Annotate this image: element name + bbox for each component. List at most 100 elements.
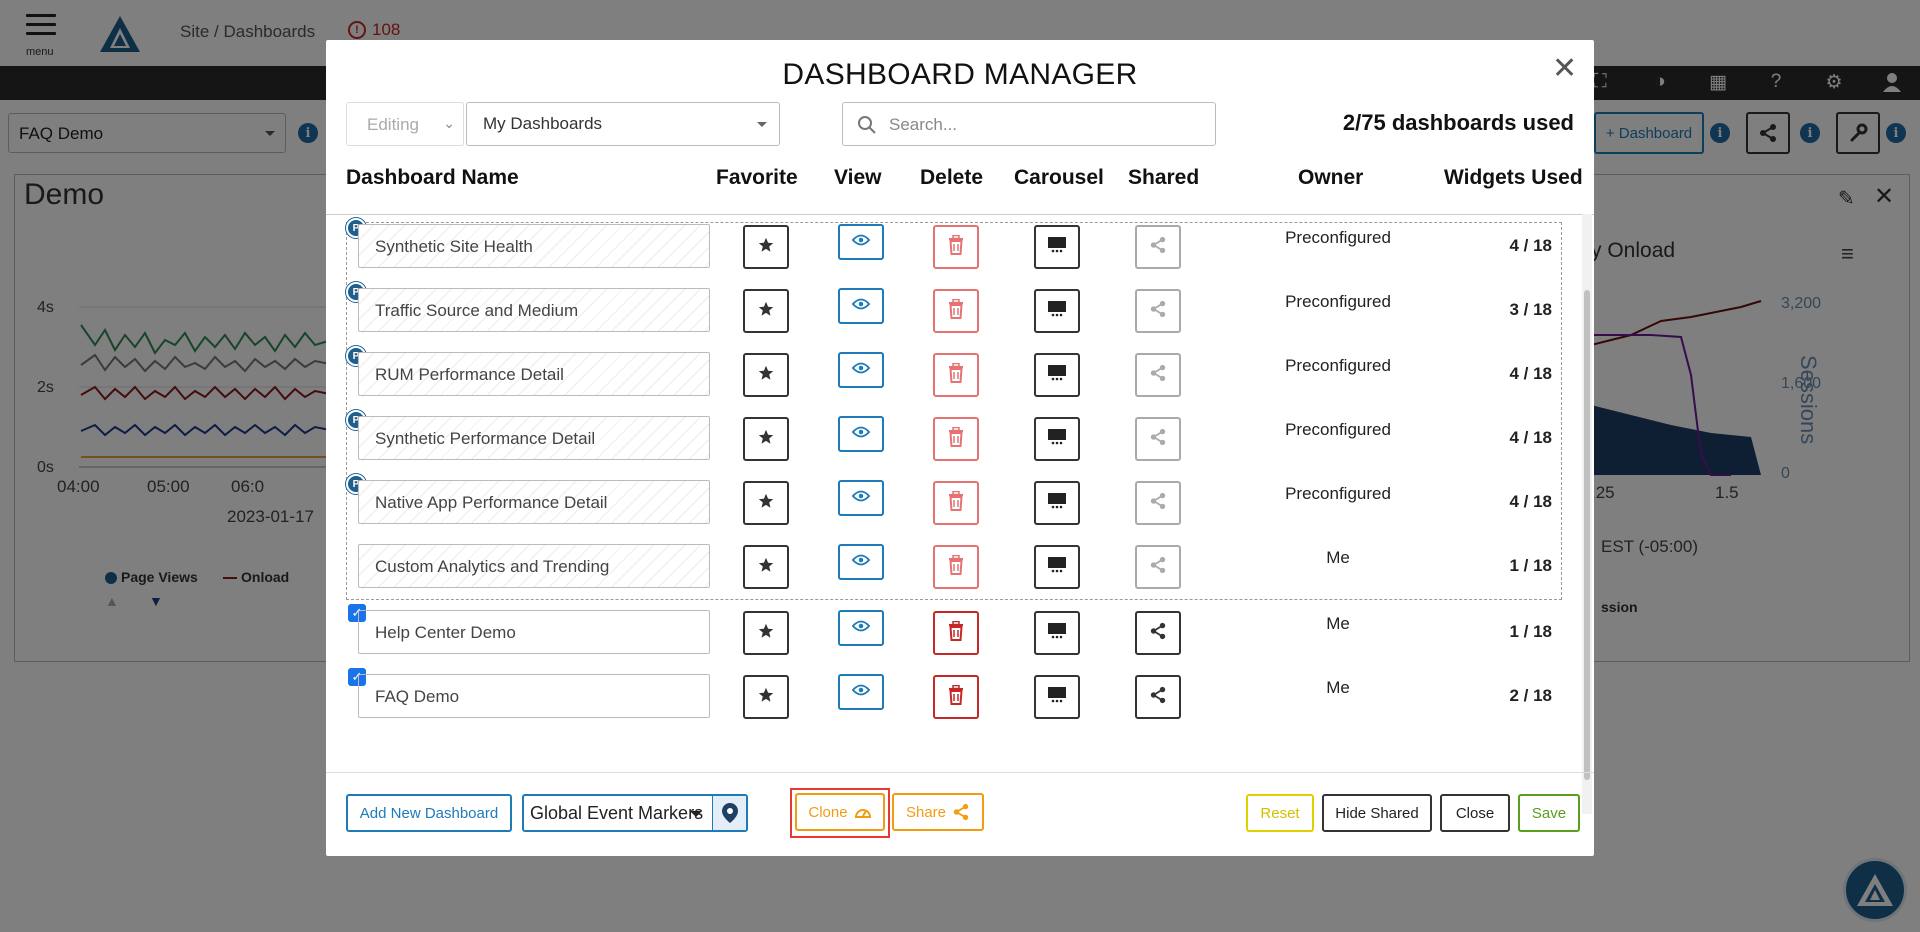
- monitor-icon: [1047, 300, 1067, 323]
- eye-icon: [851, 489, 871, 507]
- reset-button[interactable]: Reset: [1246, 794, 1314, 832]
- monitor-icon: [1047, 622, 1067, 645]
- carousel-button[interactable]: [1034, 611, 1080, 655]
- delete-button: [933, 289, 979, 333]
- widgets-used-cell: 3 / 18: [1509, 300, 1552, 319]
- share-row-button: [1135, 417, 1181, 461]
- share-row-button: [1135, 481, 1181, 525]
- mode-select[interactable]: Editing ⌄: [346, 102, 464, 146]
- map-pin-icon[interactable]: [712, 796, 746, 830]
- trash-icon: [947, 684, 965, 710]
- owner-cell: Preconfigured: [1285, 228, 1391, 247]
- eye-icon: [851, 297, 871, 315]
- widgets-used-cell: 4 / 18: [1509, 236, 1552, 255]
- star-icon: [758, 429, 774, 450]
- share-button[interactable]: Share: [892, 793, 984, 831]
- delete-button: [933, 353, 979, 397]
- carousel-button[interactable]: [1034, 675, 1080, 719]
- eye-icon: [851, 361, 871, 379]
- column-header-owner: Owner: [1298, 166, 1364, 189]
- dashboard-filter-select[interactable]: My Dashboards: [466, 102, 780, 146]
- favorite-button[interactable]: [743, 545, 789, 589]
- carousel-button[interactable]: [1034, 481, 1080, 525]
- dashboard-name-field: Traffic Source and Medium: [358, 288, 710, 332]
- column-header-carousel: Carousel: [1014, 166, 1104, 189]
- share-row-button: [1135, 545, 1181, 589]
- share-icon: [1149, 686, 1167, 709]
- carousel-button[interactable]: [1034, 353, 1080, 397]
- delete-button[interactable]: [933, 675, 979, 719]
- share-icon: [953, 803, 969, 821]
- dashboard-name-field: RUM Performance Detail: [358, 352, 710, 396]
- row-checkbox[interactable]: ✓: [348, 604, 366, 622]
- carousel-button[interactable]: [1034, 225, 1080, 269]
- owner-cell: Me: [1326, 678, 1350, 697]
- view-button[interactable]: [838, 416, 884, 452]
- view-button[interactable]: [838, 480, 884, 516]
- carousel-button[interactable]: [1034, 289, 1080, 333]
- owner-cell: Me: [1326, 548, 1350, 567]
- hide-shared-button[interactable]: Hide Shared: [1322, 794, 1432, 832]
- favorite-button[interactable]: [743, 481, 789, 525]
- view-button[interactable]: [838, 352, 884, 388]
- dashboard-gauge-icon: [854, 809, 871, 818]
- share-icon: [1149, 556, 1167, 579]
- owner-cell: Me: [1326, 614, 1350, 633]
- delete-button: [933, 225, 979, 269]
- clone-button[interactable]: Clone: [795, 793, 885, 831]
- owner-cell: Preconfigured: [1285, 356, 1391, 375]
- share-row-button[interactable]: [1135, 611, 1181, 655]
- trash-icon: [947, 362, 965, 388]
- share-row-button[interactable]: [1135, 675, 1181, 719]
- dashboard-name-field[interactable]: Help Center Demo: [358, 610, 710, 654]
- favorite-button[interactable]: [743, 353, 789, 397]
- event-markers-select[interactable]: Global Event Markers: [522, 794, 748, 832]
- share-icon: [1149, 492, 1167, 515]
- widgets-used-cell: 4 / 18: [1509, 492, 1552, 511]
- close-icon[interactable]: ✕: [1552, 52, 1578, 85]
- dashboard-name-field: Custom Analytics and Trending: [358, 544, 710, 588]
- carousel-button[interactable]: [1034, 417, 1080, 461]
- view-button[interactable]: [838, 544, 884, 580]
- trash-icon: [947, 426, 965, 452]
- save-button[interactable]: Save: [1518, 794, 1580, 832]
- add-new-dashboard-button[interactable]: Add New Dashboard: [346, 794, 512, 832]
- favorite-button[interactable]: [743, 417, 789, 461]
- share-icon: [1149, 300, 1167, 323]
- caret-down-icon: [757, 122, 767, 132]
- view-button[interactable]: [838, 288, 884, 324]
- star-icon: [758, 237, 774, 258]
- widgets-used-cell: 2 / 18: [1509, 686, 1552, 705]
- search-box[interactable]: [842, 102, 1216, 146]
- search-input[interactable]: [887, 113, 1187, 137]
- star-icon: [758, 623, 774, 644]
- share-icon: [1149, 428, 1167, 451]
- view-button[interactable]: [838, 610, 884, 646]
- favorite-button[interactable]: [743, 675, 789, 719]
- carousel-button[interactable]: [1034, 545, 1080, 589]
- modal-title: DASHBOARD MANAGER: [782, 58, 1138, 91]
- monitor-icon: [1047, 556, 1067, 579]
- row-checkbox[interactable]: ✓: [348, 668, 366, 686]
- divider: [326, 214, 1594, 215]
- owner-cell: Preconfigured: [1285, 292, 1391, 311]
- clone-highlight: [790, 788, 890, 838]
- favorite-button[interactable]: [743, 289, 789, 333]
- share-icon: [1149, 622, 1167, 645]
- close-button[interactable]: Close: [1440, 794, 1510, 832]
- dashboard-name-field[interactable]: FAQ Demo: [358, 674, 710, 718]
- eye-icon: [851, 425, 871, 443]
- monitor-icon: [1047, 364, 1067, 387]
- widgets-used-cell: 4 / 18: [1509, 364, 1552, 383]
- trash-icon: [947, 620, 965, 646]
- favorite-button[interactable]: [743, 225, 789, 269]
- trash-icon: [947, 490, 965, 516]
- view-button[interactable]: [838, 674, 884, 710]
- eye-icon: [851, 683, 871, 701]
- view-button[interactable]: [838, 224, 884, 260]
- delete-button[interactable]: [933, 611, 979, 655]
- scrollbar-thumb[interactable]: [1584, 290, 1590, 780]
- favorite-button[interactable]: [743, 611, 789, 655]
- dashboard-name-field: Native App Performance Detail: [358, 480, 710, 524]
- dashboard-usage-count: 2/75 dashboards used: [1342, 110, 1574, 135]
